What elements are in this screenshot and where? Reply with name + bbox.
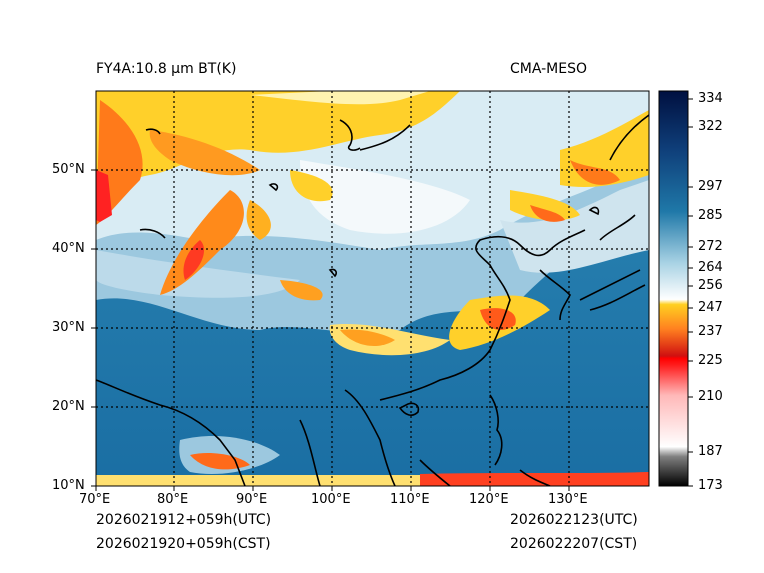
lon-label-80e: 80°E — [157, 492, 189, 507]
colorbar-label: 173 — [698, 478, 723, 493]
colorbar — [658, 90, 689, 487]
colorbar-label: 247 — [698, 300, 723, 315]
lon-label-70e: 70°E — [79, 492, 111, 507]
product-title: FY4A:10.8 µm BT(K) — [96, 61, 237, 77]
colorbar-label: 237 — [698, 324, 723, 339]
lat-label-50n: 50°N — [52, 162, 85, 177]
colorbar-label: 256 — [698, 278, 723, 293]
colorbar-label: 334 — [698, 91, 723, 106]
coastlines — [96, 114, 649, 486]
colorbar-label: 187 — [698, 444, 723, 459]
colorbar-label: 285 — [698, 208, 723, 223]
lon-label-130e: 130°E — [548, 492, 588, 507]
valid-time-utc: 2026022123(UTC) — [510, 512, 638, 528]
lat-label-20n: 20°N — [52, 399, 85, 414]
lon-label-110e: 110°E — [390, 492, 430, 507]
brightness-temperature-field — [96, 91, 649, 486]
colorbar-ticks — [688, 98, 693, 487]
colorbar-label: 272 — [698, 239, 723, 254]
lon-label-120e: 120°E — [469, 492, 509, 507]
model-name: CMA-MESO — [510, 61, 588, 77]
colorbar-label: 297 — [698, 179, 723, 194]
lat-label-30n: 30°N — [52, 320, 85, 335]
lat-label-40n: 40°N — [52, 241, 85, 256]
lat-label-10n: 10°N — [52, 478, 85, 493]
colorbar-label: 322 — [698, 119, 723, 134]
colorbar-label: 225 — [698, 353, 723, 368]
axis-ticks — [91, 169, 570, 491]
init-time-utc: 2026021912+059h(UTC) — [96, 512, 272, 528]
valid-time-cst: 2026022207(CST) — [510, 536, 638, 552]
map-frame — [95, 90, 650, 487]
lon-label-100e: 100°E — [311, 492, 351, 507]
init-time-cst: 2026021920+059h(CST) — [96, 536, 271, 552]
graticule — [96, 91, 649, 486]
colorbar-label: 210 — [698, 389, 723, 404]
lon-label-90e: 90°E — [236, 492, 268, 507]
colorbar-label: 264 — [698, 260, 723, 275]
